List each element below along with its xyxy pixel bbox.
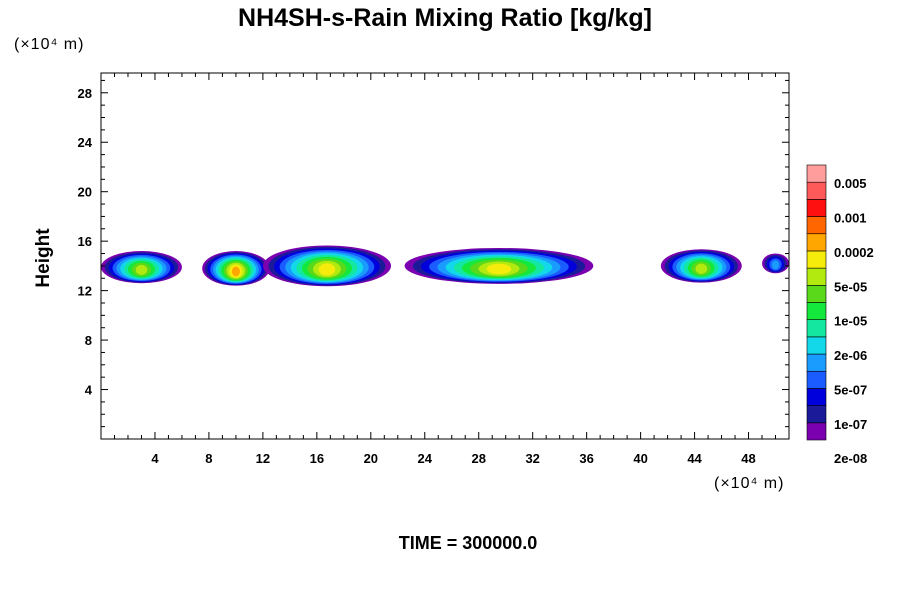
mixing-ratio-field [101,245,789,287]
cloud-contour [486,263,512,275]
y-tick-label: 12 [78,284,92,299]
y-tick-label: 28 [78,86,92,101]
y-tick-label: 4 [85,383,93,398]
colorbar-swatch [806,336,827,355]
x-tick-label: 44 [687,451,702,466]
colorbar-swatch [806,422,827,441]
colorbar-label: 0.001 [834,211,867,226]
x-tick-label: 48 [741,451,755,466]
cloud-5 [660,249,742,283]
colorbar-label: 5e-07 [834,382,867,397]
x-tick-label: 12 [256,451,270,466]
cloud-1 [101,251,182,284]
cloud-contour [318,263,336,276]
y-axis: 4 8 12 16 20 24 28 [78,79,789,428]
x-tick-label: 8 [205,451,212,466]
x-tick-label: 36 [579,451,593,466]
cloud-2 [202,251,270,286]
x-tick-label: 28 [471,451,485,466]
colorbar-swatch [806,216,827,235]
colorbar-swatch [806,285,827,303]
colorbar-label: 1e-07 [834,417,867,432]
chart-title: NH4SH-s-Rain Mixing Ratio [kg/kg] [238,4,652,32]
x-tick-label: 16 [310,451,324,466]
colorbar: 0.005 0.001 0.0002 5e-05 1e-05 2e-06 5e-07 1e-0… [806,164,874,466]
y-tick-label: 8 [85,333,92,348]
colorbar-label: 0.005 [834,176,867,191]
colorbar-label: 2e-06 [834,348,867,363]
y-tick-label: 24 [78,135,93,150]
plot-frame [100,72,790,440]
x-axis-unit: (×10⁴ m) [714,475,784,492]
colorbar-swatch [806,405,827,424]
cloud-4 [404,247,594,284]
colorbar-label: 5e-05 [834,279,867,294]
colorbar-swatch [806,164,827,183]
colorbar-swatch [806,233,827,252]
x-tick-label: 40 [633,451,647,466]
cloud-3 [262,245,392,287]
x-axis: 4 8 12 16 20 24 28 32 36 40 44 48 [113,73,777,466]
colorbar-swatch [806,267,827,286]
colorbar-swatch [806,370,827,389]
colorbar-swatch [806,250,827,269]
cloud-contour [231,266,240,277]
x-tick-label: 20 [364,451,378,466]
colorbar-swatch [806,181,827,200]
colorbar-swatch [806,302,827,320]
cloud-contour [135,264,148,275]
y-tick-label: 16 [78,234,92,249]
colorbar-label: 0.0002 [834,245,874,260]
y-axis-label: Height [33,228,54,288]
x-tick-label: 24 [418,451,433,466]
x-tick-label: 4 [151,451,159,466]
colorbar-swatch [806,319,827,338]
y-axis-unit: (×10⁴ m) [14,36,84,53]
colorbar-swatch [806,353,827,372]
x-tick-label: 32 [525,451,539,466]
colorbar-label: 1e-05 [834,314,867,329]
y-tick-label: 20 [78,185,92,200]
cloud-6 [762,253,789,274]
colorbar-swatch [806,199,827,217]
time-label: TIME = 300000.0 [399,533,538,553]
cloud-contour [771,260,780,270]
colorbar-label: 2e-08 [834,451,867,466]
cloud-contour [695,263,708,274]
colorbar-swatch [806,388,827,406]
